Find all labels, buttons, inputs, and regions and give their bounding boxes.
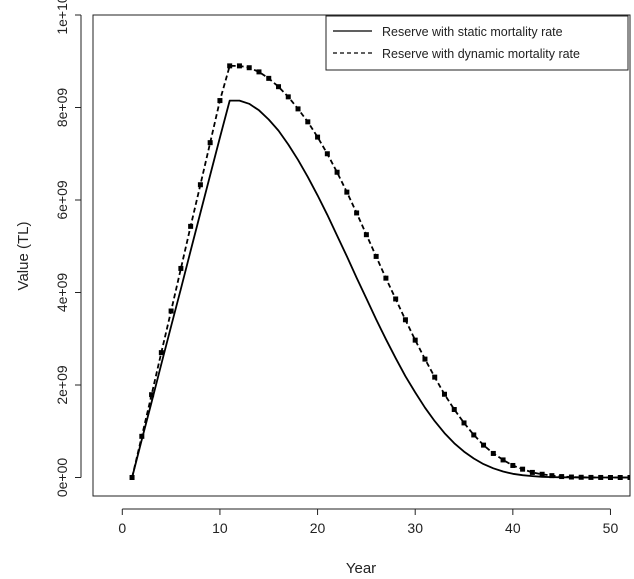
data-point-dynamic <box>441 391 447 397</box>
data-point-dynamic <box>158 350 164 356</box>
x-tick-label: 40 <box>505 520 521 536</box>
y-tick-label: 2e+09 <box>54 365 70 405</box>
data-point-dynamic <box>363 232 369 238</box>
data-point-dynamic <box>139 433 145 439</box>
data-point-dynamic <box>207 140 213 146</box>
data-point-dynamic <box>178 265 184 271</box>
legend: Reserve with static mortality rate Reser… <box>325 15 629 71</box>
x-tick-label: 30 <box>407 520 423 536</box>
data-point-dynamic <box>490 450 496 456</box>
y-tick-label: 4e+09 <box>54 273 70 313</box>
data-point-dynamic <box>559 474 565 480</box>
data-point-dynamic <box>432 374 438 380</box>
data-point-dynamic <box>607 475 613 480</box>
data-point-dynamic <box>197 182 203 188</box>
data-point-dynamic <box>276 84 282 90</box>
plot-frame <box>92 14 631 497</box>
data-point-dynamic <box>598 474 604 480</box>
data-point-dynamic <box>227 63 233 69</box>
data-point-dynamic <box>256 69 262 75</box>
data-point-dynamic <box>500 457 506 463</box>
series-line-static <box>131 99 630 479</box>
data-point-dynamic <box>324 151 330 157</box>
data-point-dynamic <box>354 210 360 216</box>
data-point-dynamic <box>149 392 155 398</box>
y-tick-label: 6e+09 <box>54 180 70 220</box>
legend-label-dynamic: Reserve with dynamic mortality rate <box>382 47 580 61</box>
x-axis: 0 10 20 30 40 50 <box>118 508 619 536</box>
data-point-dynamic <box>236 63 242 69</box>
data-point-dynamic <box>315 134 321 140</box>
data-point-dynamic <box>129 475 135 480</box>
y-axis-title: Value (TL) <box>15 222 32 291</box>
data-point-dynamic <box>295 106 301 112</box>
series-clip-group <box>129 63 630 480</box>
data-point-dynamic <box>344 189 350 195</box>
data-point-dynamic <box>588 474 594 480</box>
data-point-dynamic <box>393 296 399 302</box>
x-tick-label: 20 <box>310 520 326 536</box>
data-point-dynamic <box>422 356 428 362</box>
data-point-dynamic <box>373 253 379 259</box>
data-point-dynamic <box>529 469 535 475</box>
data-point-dynamic <box>246 65 252 71</box>
y-axis: 0e+00 2e+09 4e+09 6e+09 8e+09 1e+10 <box>54 0 82 498</box>
y-tick-label: 8e+09 <box>54 88 70 128</box>
data-point-dynamic <box>617 475 623 480</box>
data-point-dynamic <box>578 474 584 480</box>
data-point-dynamic <box>334 169 340 175</box>
x-tick-label: 10 <box>212 520 228 536</box>
data-point-dynamic <box>549 473 555 479</box>
data-point-dynamic <box>305 119 311 125</box>
data-point-dynamic <box>471 432 477 438</box>
data-point-dynamic <box>188 223 194 229</box>
data-point-dynamic <box>383 275 389 281</box>
data-point-dynamic <box>266 75 272 81</box>
legend-box <box>325 15 629 71</box>
x-tick-label: 50 <box>603 520 619 536</box>
data-point-dynamic <box>412 337 418 343</box>
data-point-dynamic <box>568 474 574 480</box>
data-point-dynamic <box>627 475 630 480</box>
data-point-dynamic <box>510 462 516 468</box>
data-point-dynamic <box>481 442 487 448</box>
legend-label-static: Reserve with static mortality rate <box>382 25 563 39</box>
x-tick-label: 0 <box>118 520 126 536</box>
data-point-dynamic <box>451 407 457 413</box>
series-line-dynamic <box>131 65 630 479</box>
y-tick-label: 1e+10 <box>54 0 70 35</box>
series-layer <box>129 63 630 480</box>
data-point-dynamic <box>402 317 408 323</box>
x-axis-title: Year <box>346 560 376 577</box>
data-point-dynamic <box>461 420 467 426</box>
data-point-dynamic <box>285 94 291 100</box>
y-tick-label: 0e+00 <box>54 458 70 498</box>
data-point-dynamic <box>539 471 545 477</box>
data-point-dynamic <box>217 98 223 104</box>
data-point-dynamic <box>520 466 526 472</box>
data-point-dynamic <box>168 308 174 314</box>
